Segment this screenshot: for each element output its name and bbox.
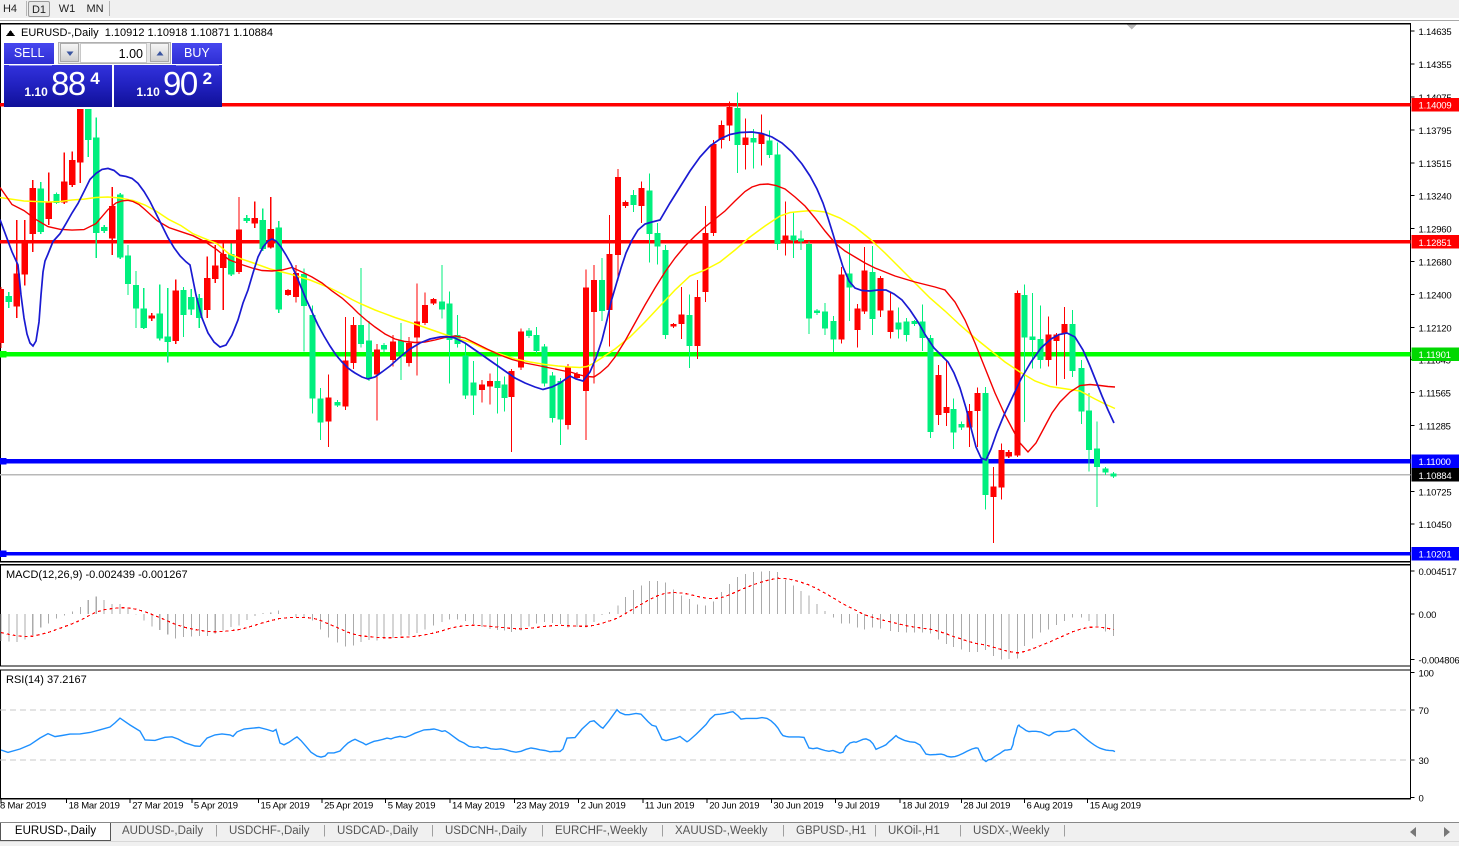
svg-text:1.14009: 1.14009 (1419, 101, 1452, 112)
svg-text:1.14355: 1.14355 (1419, 60, 1452, 71)
svg-text:14 May 2019: 14 May 2019 (452, 801, 505, 812)
svg-text:1.12400: 1.12400 (1419, 290, 1452, 301)
svg-text:1.10201: 1.10201 (1419, 550, 1452, 561)
svg-text:5 Apr 2019: 5 Apr 2019 (194, 801, 238, 812)
svg-text:1.10450: 1.10450 (1419, 520, 1452, 531)
svg-text:6 Aug 2019: 6 Aug 2019 (1027, 801, 1073, 812)
svg-text:1.13515: 1.13515 (1419, 159, 1452, 170)
svg-text:1.13240: 1.13240 (1419, 191, 1452, 202)
svg-text:1.12851: 1.12851 (1419, 238, 1452, 249)
svg-text:1.10884: 1.10884 (1419, 471, 1452, 482)
svg-text:RSI(14) 37.2167: RSI(14) 37.2167 (6, 674, 87, 686)
svg-text:EURUSD-,Daily 1.10912 1.10918: EURUSD-,Daily 1.10912 1.10918 1.10871 1.… (21, 27, 273, 39)
svg-text:MACD(12,26,9) -0.002439 -0.001: MACD(12,26,9) -0.002439 -0.001267 (6, 569, 188, 581)
svg-text:30 Jun 2019: 30 Jun 2019 (773, 801, 823, 812)
svg-text:27 Mar 2019: 27 Mar 2019 (132, 801, 183, 812)
svg-text:1.11901: 1.11901 (1419, 350, 1451, 361)
svg-text:30: 30 (1419, 756, 1429, 767)
svg-text:1.10725: 1.10725 (1419, 488, 1452, 499)
svg-text:1.12120: 1.12120 (1419, 323, 1452, 334)
svg-text:0.004517: 0.004517 (1419, 567, 1457, 578)
svg-text:0.00: 0.00 (1419, 610, 1437, 621)
svg-text:8 Mar 2019: 8 Mar 2019 (0, 801, 46, 812)
svg-text:9 Jul 2019: 9 Jul 2019 (838, 801, 880, 812)
svg-text:11 Jun 2019: 11 Jun 2019 (645, 801, 694, 812)
svg-text:1.12960: 1.12960 (1419, 224, 1452, 235)
svg-text:70: 70 (1419, 706, 1429, 717)
svg-text:15 Apr 2019: 15 Apr 2019 (261, 801, 310, 812)
svg-text:28 Jul 2019: 28 Jul 2019 (963, 801, 1010, 812)
svg-text:1.12680: 1.12680 (1419, 257, 1452, 268)
svg-text:100: 100 (1419, 669, 1434, 680)
svg-text:18 Mar 2019: 18 Mar 2019 (69, 801, 120, 812)
svg-text:5 May 2019: 5 May 2019 (388, 801, 436, 812)
svg-text:15 Aug 2019: 15 Aug 2019 (1090, 801, 1141, 812)
svg-text:25 Apr 2019: 25 Apr 2019 (324, 801, 373, 812)
svg-text:1.11565: 1.11565 (1419, 389, 1451, 400)
svg-text:1.11285: 1.11285 (1419, 422, 1451, 433)
svg-text:23 May 2019: 23 May 2019 (516, 801, 569, 812)
svg-text:1.11000: 1.11000 (1419, 457, 1451, 468)
svg-text:0: 0 (1419, 794, 1424, 805)
svg-text:2 Jun 2019: 2 Jun 2019 (581, 801, 626, 812)
svg-text:1.13795: 1.13795 (1419, 126, 1452, 137)
svg-text:1.11845: 1.11845 (1419, 356, 1451, 367)
svg-text:20 Jun 2019: 20 Jun 2019 (709, 801, 759, 812)
svg-text:-0.004806: -0.004806 (1419, 655, 1459, 666)
svg-text:1.14635: 1.14635 (1419, 27, 1452, 38)
svg-text:18 Jul 2019: 18 Jul 2019 (902, 801, 949, 812)
